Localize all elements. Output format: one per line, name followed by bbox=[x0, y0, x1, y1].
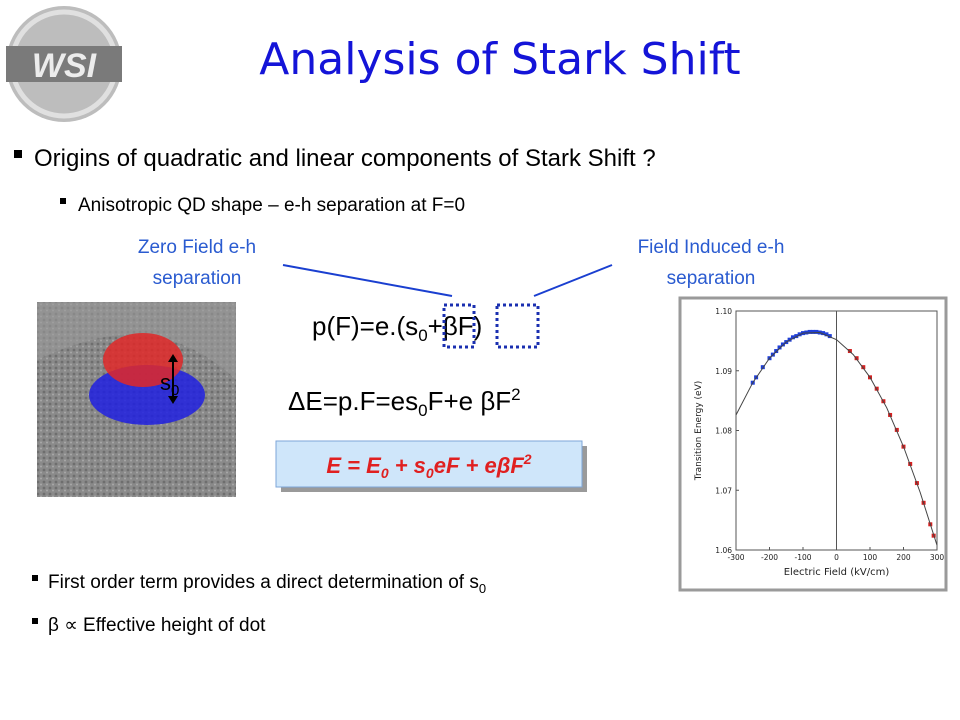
logo: WSI bbox=[6, 6, 122, 122]
point bbox=[824, 332, 829, 337]
subscript: 0 bbox=[381, 465, 389, 481]
point bbox=[790, 335, 795, 340]
x-tick-label: -100 bbox=[794, 553, 811, 562]
text: p(F)=e.(s bbox=[312, 311, 418, 341]
logo-text: WSI bbox=[32, 47, 98, 85]
bullet: First order term provides a direct deter… bbox=[48, 572, 486, 596]
bullet: β ∝ Effective height of dot bbox=[48, 615, 266, 636]
x-axis-label: Electric Field (kV/cm) bbox=[784, 567, 890, 578]
point bbox=[807, 329, 812, 334]
formula-box bbox=[275, 440, 583, 488]
text: s bbox=[160, 370, 171, 395]
label: separation bbox=[667, 268, 756, 289]
bullet: Origins of quadratic and linear componen… bbox=[34, 145, 656, 172]
x-tick-label: -300 bbox=[727, 553, 744, 562]
image-label: s0 bbox=[160, 370, 179, 399]
fit-line bbox=[735, 332, 938, 546]
point bbox=[814, 329, 819, 334]
bullet-marker bbox=[32, 575, 38, 581]
subscript: 0 bbox=[418, 401, 427, 420]
point bbox=[777, 345, 782, 350]
text: F+e βF bbox=[428, 386, 512, 416]
text: + s bbox=[389, 453, 426, 478]
chart: -300 -200 -100 0 100 200 300 1.06 1.07 1.08 1.09 1.… bbox=[694, 307, 944, 578]
y-tick-label: 1.09 bbox=[715, 367, 732, 376]
y-tick-label: 1.06 bbox=[715, 546, 732, 555]
bullet-marker bbox=[60, 198, 66, 204]
point bbox=[821, 331, 826, 336]
title: Analysis of Stark Shift bbox=[259, 34, 740, 85]
bullet-marker bbox=[32, 618, 38, 624]
text: eF + eβF bbox=[434, 453, 525, 478]
subscript: 0 bbox=[418, 326, 427, 345]
text: ΔE=p.F=es bbox=[288, 386, 418, 416]
x-tick-label: 200 bbox=[896, 553, 911, 562]
formula: E = E0 + s0eF + eβF2 bbox=[326, 451, 531, 481]
x-tick-label: 300 bbox=[930, 553, 945, 562]
tem-image: s0 bbox=[37, 302, 236, 497]
connector bbox=[282, 264, 453, 297]
x-tick-label: -200 bbox=[761, 553, 778, 562]
x-tick-label: 100 bbox=[863, 553, 878, 562]
text: First order term provides a direct deter… bbox=[48, 572, 479, 593]
highlight-box bbox=[495, 303, 540, 349]
point bbox=[780, 342, 785, 347]
point bbox=[827, 334, 832, 339]
subscript: 0 bbox=[171, 382, 179, 399]
subscript: 0 bbox=[426, 465, 434, 481]
chart-frame bbox=[678, 296, 948, 592]
y-tick-label: 1.07 bbox=[715, 486, 732, 495]
highlight-box bbox=[442, 303, 476, 349]
y-tick-label: 1.10 bbox=[715, 307, 732, 316]
label: Zero Field e-h bbox=[138, 237, 256, 258]
superscript: 2 bbox=[511, 385, 520, 404]
text: E = E bbox=[326, 453, 382, 478]
sub-bullet: Anisotropic QD shape – e-h separation at… bbox=[78, 195, 465, 216]
point bbox=[797, 332, 802, 337]
label: Field Induced e-h bbox=[638, 237, 785, 258]
point bbox=[774, 349, 779, 354]
formula: p(F)=e.(s0+βF) bbox=[312, 311, 482, 345]
point bbox=[811, 329, 816, 334]
point bbox=[854, 356, 859, 361]
bullet-marker bbox=[14, 150, 22, 158]
y-tick-label: 1.08 bbox=[715, 427, 732, 436]
x-tick-label: 0 bbox=[834, 553, 839, 562]
point bbox=[787, 337, 792, 342]
connector bbox=[533, 264, 613, 297]
point bbox=[861, 365, 866, 370]
label: separation bbox=[153, 268, 242, 289]
point bbox=[794, 334, 799, 339]
superscript: 2 bbox=[523, 451, 532, 467]
y-axis-label: Transition Energy (eV) bbox=[694, 381, 704, 481]
subscript: 0 bbox=[479, 581, 486, 596]
formula: ΔE=p.F=es0F+e βF2 bbox=[288, 385, 521, 420]
